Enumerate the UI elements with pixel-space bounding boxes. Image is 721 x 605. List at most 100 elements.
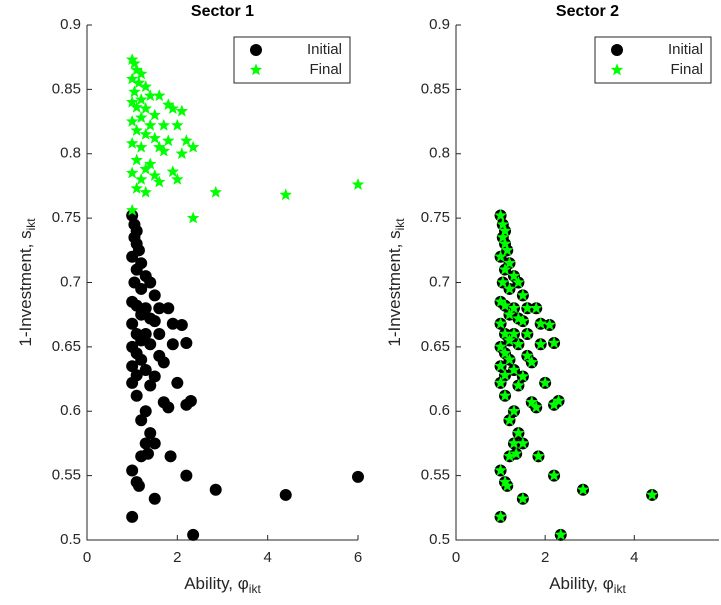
star-marker bbox=[125, 203, 139, 216]
star-marker bbox=[507, 301, 521, 314]
star-marker bbox=[516, 492, 530, 505]
circle-marker bbox=[148, 492, 161, 505]
star-marker bbox=[134, 67, 148, 80]
legend-label: Initial bbox=[307, 41, 342, 58]
x-axis-label-subscript: ikt bbox=[614, 582, 627, 596]
star-marker bbox=[516, 314, 530, 327]
circle-marker bbox=[135, 282, 148, 295]
star-marker bbox=[134, 110, 148, 124]
star-marker bbox=[547, 468, 561, 482]
circle-marker bbox=[135, 334, 148, 347]
star-marker bbox=[503, 307, 516, 321]
star-marker bbox=[516, 369, 530, 382]
circle-marker bbox=[126, 464, 139, 477]
star-marker bbox=[516, 436, 530, 449]
star-marker bbox=[503, 282, 516, 295]
circle-marker bbox=[153, 328, 166, 340]
star-marker bbox=[148, 131, 162, 144]
star-marker bbox=[143, 89, 157, 102]
star-marker bbox=[128, 56, 141, 70]
y-axis-label: 1-Investment, sikt bbox=[16, 218, 38, 347]
star-marker bbox=[170, 118, 184, 131]
star-marker bbox=[494, 250, 507, 263]
legend-label: Final bbox=[309, 61, 342, 78]
legend-marker bbox=[611, 44, 623, 56]
y-axis-label-subscript: ikt bbox=[393, 218, 407, 231]
circle-marker bbox=[130, 389, 143, 402]
star-marker bbox=[134, 172, 148, 185]
y-tick-label: 0.85 bbox=[52, 80, 81, 97]
subplot: Sector 1 0.5 0.55 0.6 0.65 0.7 0.75 0.8 0.85 0.9 0… bbox=[16, 3, 365, 596]
y-axis-label: 1-Investment, sikt bbox=[385, 218, 407, 347]
star-marker bbox=[512, 426, 525, 439]
star-marker bbox=[139, 127, 153, 140]
circle-marker bbox=[187, 528, 200, 541]
circle-marker bbox=[162, 401, 175, 414]
star-marker bbox=[498, 389, 512, 402]
star-marker bbox=[148, 108, 162, 121]
star-marker bbox=[134, 140, 148, 153]
circle-marker bbox=[162, 302, 175, 315]
star-marker bbox=[547, 398, 561, 411]
star-marker bbox=[130, 153, 144, 166]
star-marker bbox=[157, 144, 171, 157]
circle-marker bbox=[157, 356, 170, 369]
x-tick-label: 6 bbox=[354, 549, 362, 566]
circle-marker bbox=[180, 337, 193, 350]
y-tick-label: 0.6 bbox=[60, 402, 81, 419]
subplot: Sector 2 0.5 0.55 0.6 0.65 0.7 0.75 0.8 0.85 0.9 0… bbox=[385, 3, 719, 596]
circle-marker bbox=[148, 370, 161, 383]
star-marker bbox=[128, 85, 141, 98]
y-axis-label-subscript: ikt bbox=[24, 218, 38, 231]
axes-frame bbox=[86, 25, 358, 541]
x-tick-label: 2 bbox=[173, 549, 181, 566]
star-marker bbox=[496, 275, 510, 288]
star-marker bbox=[139, 101, 153, 115]
star-marker bbox=[532, 449, 545, 462]
x-tick-label: 2 bbox=[541, 549, 549, 566]
circle-marker bbox=[148, 315, 161, 328]
x-axis-label: Ability, φikt bbox=[549, 574, 626, 596]
star-marker bbox=[503, 413, 516, 426]
circle-marker bbox=[130, 263, 143, 276]
y-tick-label: 0.8 bbox=[60, 145, 81, 162]
x-tick-label: 4 bbox=[630, 549, 638, 566]
star-marker bbox=[143, 118, 157, 131]
circle-marker bbox=[148, 437, 161, 450]
x-axis-label-subscript: ikt bbox=[249, 582, 262, 596]
star-marker bbox=[143, 157, 157, 170]
star-marker bbox=[130, 100, 144, 113]
y-tick-label: 0.7 bbox=[60, 273, 81, 290]
star-marker bbox=[498, 368, 512, 381]
legend-marker bbox=[250, 44, 262, 56]
star-marker bbox=[498, 237, 512, 250]
star-marker bbox=[279, 188, 293, 201]
legend-label: Initial bbox=[668, 41, 703, 58]
star-marker bbox=[139, 162, 153, 175]
star-marker bbox=[512, 378, 525, 391]
circle-marker bbox=[166, 338, 179, 351]
star-marker bbox=[125, 114, 139, 127]
y-tick-label: 0.7 bbox=[429, 273, 450, 290]
y-tick-label: 0.55 bbox=[421, 467, 450, 484]
star-marker bbox=[148, 168, 162, 182]
circle-marker bbox=[139, 437, 152, 450]
star-marker bbox=[576, 483, 590, 496]
y-tick-label: 0.75 bbox=[421, 209, 450, 226]
star-marker bbox=[139, 80, 153, 93]
star-marker bbox=[161, 134, 175, 147]
circle-marker bbox=[180, 398, 193, 411]
circle-marker bbox=[166, 317, 179, 330]
subplot-title: Sector 2 bbox=[556, 3, 619, 20]
star-marker bbox=[494, 208, 507, 221]
star-marker bbox=[529, 400, 543, 413]
x-tick-label: 4 bbox=[263, 549, 271, 566]
star-marker bbox=[166, 101, 180, 115]
star-marker bbox=[130, 181, 144, 194]
circle-marker bbox=[130, 299, 143, 312]
star-marker bbox=[503, 353, 516, 366]
x-axis-label-text: Ability, φ bbox=[549, 574, 614, 593]
star-marker bbox=[525, 355, 539, 368]
x-axis-label-text: Ability, φ bbox=[184, 574, 249, 593]
